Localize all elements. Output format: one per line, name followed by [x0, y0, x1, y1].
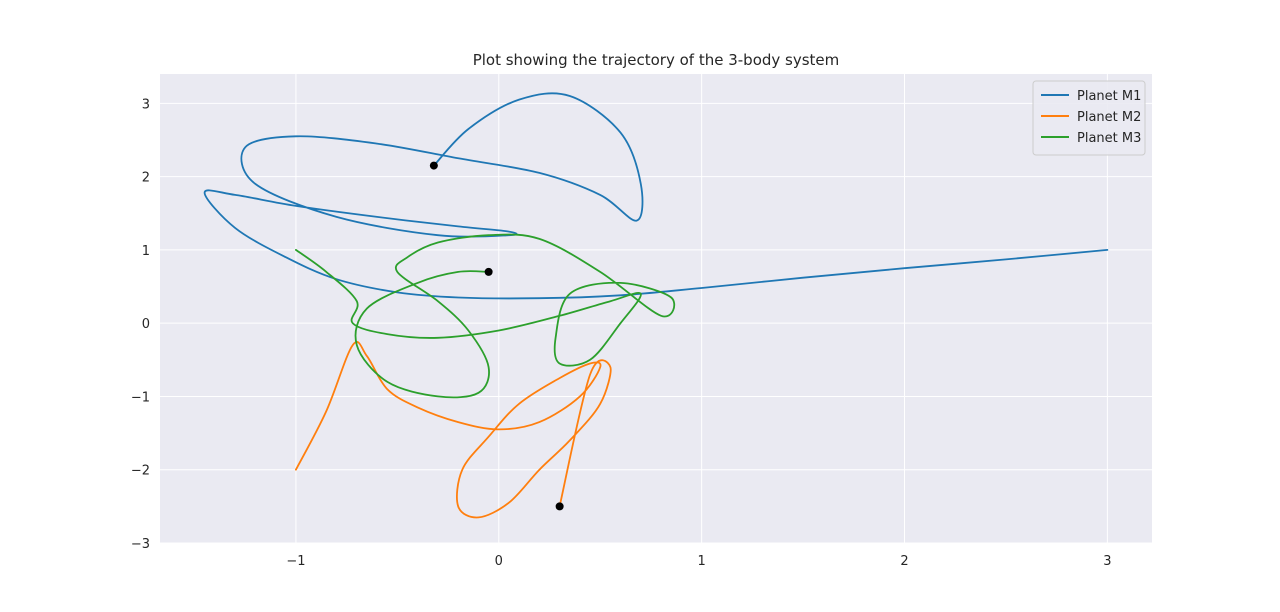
y-tick-label: 0	[142, 317, 150, 332]
y-tick-label: 1	[142, 244, 150, 259]
series-line-2	[295, 341, 612, 519]
x-tick-label: 3	[1103, 554, 1111, 569]
y-tick-label: −1	[131, 390, 150, 405]
legend-label: Planet M2	[1077, 110, 1141, 125]
legend: Planet M1 Planet M2 Planet M3	[1032, 80, 1146, 156]
chart-title: Plot showing the trajectory of the 3-bod…	[473, 51, 840, 69]
x-axis-ticks: −1 0 1 2 3	[286, 554, 1111, 569]
end-marker	[484, 267, 493, 276]
x-tick-label: 1	[698, 554, 706, 569]
grid-lines	[160, 74, 1152, 544]
series-line-1	[203, 92, 1109, 300]
legend-label: Planet M1	[1077, 89, 1141, 104]
end-marker	[555, 502, 564, 511]
y-tick-label: 3	[142, 97, 150, 112]
series-layer	[203, 92, 1109, 519]
x-tick-label: −1	[286, 554, 305, 569]
plot-area	[160, 74, 1152, 543]
end-markers	[429, 161, 564, 511]
end-marker	[429, 161, 438, 170]
y-tick-label: 2	[142, 171, 150, 186]
series-line-3	[295, 233, 676, 399]
y-axis-ticks: −3 −2 −1 0 1 2 3	[131, 97, 150, 552]
x-tick-label: 0	[495, 554, 503, 569]
y-tick-label: −2	[131, 464, 150, 479]
x-tick-label: 2	[900, 554, 908, 569]
y-tick-label: −3	[131, 537, 150, 552]
legend-label: Planet M3	[1077, 131, 1141, 146]
